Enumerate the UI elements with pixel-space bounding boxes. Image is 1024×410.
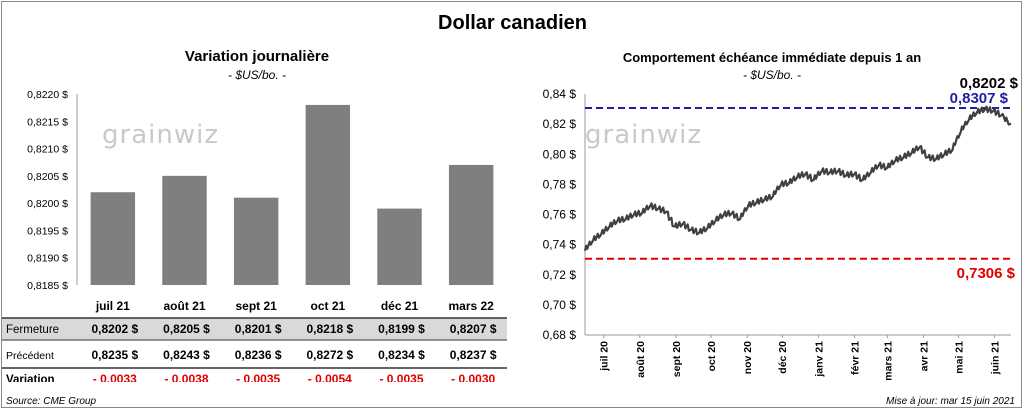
low-price-label: 0,7306 $ bbox=[957, 265, 1016, 282]
table-cell: 0,8236 $ bbox=[235, 348, 282, 362]
left-y-tick-label: 0,8195 $ bbox=[27, 225, 68, 237]
page-title: Dollar canadien bbox=[438, 12, 587, 34]
table-row-label: Fermeture bbox=[6, 324, 59, 336]
high-price-label: 0,8307 $ bbox=[950, 90, 1009, 107]
right-x-tick-label: déc 20 bbox=[777, 341, 789, 374]
left-chart-subtitle: - $US/bo. - bbox=[227, 68, 287, 82]
table-cell: 0,8218 $ bbox=[306, 322, 353, 336]
left-y-tick-label: 0,8205 $ bbox=[27, 171, 68, 183]
bar bbox=[305, 104, 351, 286]
right-x-tick-label: nov 20 bbox=[742, 341, 754, 374]
bar-category-label: août 21 bbox=[163, 299, 205, 313]
table-cell: 0,8207 $ bbox=[450, 322, 497, 336]
price-line bbox=[583, 105, 1012, 251]
table-cell: - 0,0030 bbox=[451, 372, 495, 382]
right-y-tick-label: 0,76 $ bbox=[543, 208, 577, 222]
table-row-shade bbox=[2, 318, 507, 340]
table-cell: 0,8201 $ bbox=[235, 322, 282, 336]
table-cell: 0,8243 $ bbox=[163, 348, 210, 362]
table-cell: 0,8272 $ bbox=[306, 348, 353, 362]
right-watermark: grainwiz bbox=[585, 120, 702, 150]
table-cell: 0,8234 $ bbox=[378, 348, 425, 362]
left-y-tick-label: 0,8210 $ bbox=[27, 144, 68, 156]
table-cell: - 0,0033 bbox=[93, 372, 137, 382]
bar bbox=[90, 192, 136, 285]
left-watermark: grainwiz bbox=[102, 120, 219, 150]
footer-source: Source: CME Group bbox=[6, 396, 97, 407]
right-x-tick-label: janv 21 bbox=[813, 341, 825, 378]
table-row-label: Précédent bbox=[6, 350, 54, 362]
right-y-tick-label: 0,84 $ bbox=[543, 87, 577, 101]
bar-category-label: oct 21 bbox=[310, 299, 345, 313]
table-cell: 0,8202 $ bbox=[91, 322, 138, 336]
table-cell: - 0,0038 bbox=[164, 372, 208, 382]
right-x-tick-label: août 20 bbox=[635, 341, 647, 378]
right-x-tick-label: févr 21 bbox=[850, 341, 862, 375]
right-x-tick-label: mai 21 bbox=[953, 341, 965, 374]
bar-category-label: mars 22 bbox=[448, 299, 494, 313]
left-bar-chart: 0,8220 $ 0,8215 $ 0,8210 $ 0,8205 $ 0,8200 $… bbox=[2, 89, 507, 382]
table-cell: - 0,0035 bbox=[379, 372, 423, 382]
right-y-tick-label: 0,70 $ bbox=[543, 298, 577, 312]
right-y-tick-label: 0,72 $ bbox=[543, 268, 577, 282]
footer-updated: Mise à jour: mar 15 juin 2021 bbox=[886, 396, 1015, 407]
table-cell: 0,8205 $ bbox=[163, 322, 210, 336]
table-row-label: Variation bbox=[6, 374, 55, 382]
last-price-label: 0,8202 $ bbox=[960, 75, 1019, 92]
bar-category-label: juil 21 bbox=[95, 299, 130, 313]
bar bbox=[162, 175, 207, 285]
left-y-tick-label: 0,8190 $ bbox=[27, 253, 68, 265]
table-cell: - 0,0054 bbox=[308, 372, 352, 382]
right-x-tick-label: juin 21 bbox=[990, 341, 1002, 375]
left-y-tick-label: 0,8200 $ bbox=[27, 198, 68, 210]
right-y-tick-label: 0,80 $ bbox=[543, 147, 577, 161]
right-y-tick-label: 0,74 $ bbox=[543, 238, 577, 252]
right-y-tick-label: 0,82 $ bbox=[543, 117, 577, 131]
right-chart-title: Comportement échéance immédiate depuis 1… bbox=[622, 50, 922, 65]
table-cell: 0,8235 $ bbox=[91, 348, 138, 362]
table-cell: 0,8199 $ bbox=[378, 322, 425, 336]
table-cell: - 0,0035 bbox=[236, 372, 280, 382]
bar-category-label: sept 21 bbox=[235, 299, 277, 313]
right-line-chart: 0,84 $ 0,82 $ 0,80 $ 0,78 $ 0,76 $ 0,74 $ 0,72… bbox=[543, 75, 1019, 381]
right-x-tick-label: oct 20 bbox=[706, 341, 718, 372]
left-y-tick-label: 0,8220 $ bbox=[27, 89, 68, 101]
left-y-tick-label: 0,8215 $ bbox=[27, 116, 68, 128]
bar bbox=[377, 208, 422, 285]
left-y-tick-label: 0,8185 $ bbox=[27, 280, 68, 292]
right-y-tick-label: 0,78 $ bbox=[543, 177, 577, 191]
right-x-tick-label: sept 20 bbox=[671, 341, 683, 377]
table-cell: 0,8237 $ bbox=[450, 348, 497, 362]
right-x-tick-label: mars 21 bbox=[882, 341, 894, 381]
right-y-tick-label: 0,68 $ bbox=[543, 328, 577, 342]
bar bbox=[233, 197, 279, 285]
right-x-tick-label: juil 20 bbox=[599, 341, 611, 372]
bar bbox=[448, 164, 494, 285]
right-x-tick-label: avr 21 bbox=[918, 341, 930, 372]
left-chart-title: Variation journalière bbox=[184, 48, 330, 65]
right-chart-subtitle: - $US/bo. - bbox=[742, 68, 802, 82]
bar-category-label: déc 21 bbox=[381, 299, 419, 313]
